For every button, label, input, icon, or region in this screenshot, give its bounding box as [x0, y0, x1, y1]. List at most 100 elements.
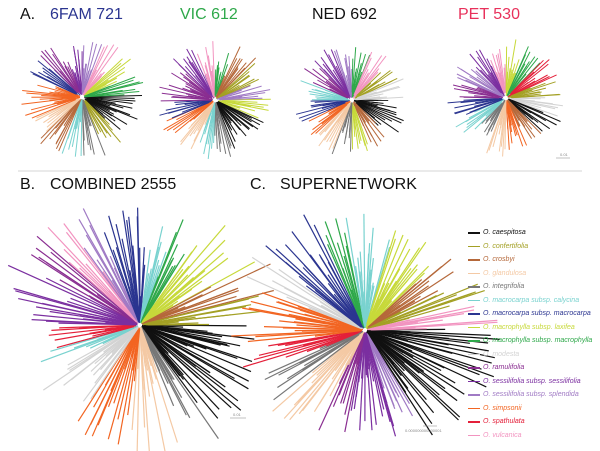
legend-label: O. macrocarpa subsp. calycina	[483, 296, 580, 304]
network-branch	[353, 100, 404, 122]
network-branch	[328, 104, 351, 151]
network-branch	[512, 74, 557, 96]
network-branch	[343, 71, 351, 96]
network-branch	[35, 98, 79, 122]
network-branch	[35, 247, 137, 323]
network-branch	[112, 249, 140, 321]
network-branch	[368, 336, 414, 417]
network-branch	[509, 87, 547, 98]
legend-label: O. spathulata	[483, 418, 525, 426]
network-branch	[486, 104, 505, 154]
network-branch	[179, 72, 210, 96]
network-branch	[352, 107, 356, 137]
network-branch	[351, 47, 357, 98]
network-branch	[59, 324, 133, 329]
network-branch	[220, 100, 269, 111]
network-branch	[159, 101, 208, 116]
tree-vic-612	[159, 41, 271, 159]
network-branch	[513, 98, 559, 109]
network-branch	[143, 325, 221, 346]
network-branch	[140, 264, 146, 318]
network-branch	[185, 85, 212, 99]
network-branch	[215, 67, 220, 95]
legend-swatch	[468, 421, 480, 423]
network-branch	[355, 104, 385, 138]
network-branch	[506, 39, 517, 91]
network-branch	[215, 58, 238, 98]
network-branch	[216, 71, 250, 100]
network-branch	[220, 95, 259, 101]
network-branch	[246, 276, 363, 330]
network-branch	[180, 105, 211, 143]
network-branch	[258, 331, 358, 356]
network-branch	[480, 69, 503, 94]
network-branch	[319, 94, 346, 100]
network-branch	[79, 314, 135, 325]
network-branch	[84, 100, 121, 143]
network-branch	[370, 334, 440, 396]
network-branch	[173, 58, 211, 96]
network-branch	[332, 335, 364, 407]
network-branch	[186, 48, 213, 96]
network-branch	[363, 213, 366, 328]
network-branch	[512, 100, 561, 122]
network-branch	[273, 334, 360, 401]
network-branch	[86, 58, 123, 93]
network-branch	[366, 238, 396, 323]
network-branch	[215, 71, 222, 94]
network-branch	[218, 57, 257, 97]
network-branch	[325, 234, 364, 326]
network-branch	[370, 332, 445, 369]
network-branch	[58, 98, 82, 152]
network-branch	[345, 103, 352, 139]
network-branch	[512, 99, 558, 117]
scale-bars	[230, 157, 570, 427]
network-branch	[315, 89, 348, 100]
network-branch	[474, 95, 500, 98]
network-branch	[354, 104, 382, 142]
legend-item: O. ramulifolia	[468, 361, 598, 375]
network-branch	[356, 78, 404, 99]
network-branch	[141, 245, 198, 323]
network-branch	[84, 62, 122, 95]
network-branch	[463, 97, 499, 101]
network-branch	[510, 91, 542, 98]
network-branch	[70, 297, 137, 325]
network-branch	[505, 56, 510, 96]
network-branch	[107, 329, 139, 408]
network-branch	[353, 101, 376, 124]
legend-swatch	[468, 407, 480, 409]
network-branch	[345, 334, 363, 366]
network-branch	[85, 66, 101, 91]
network-branch	[368, 280, 430, 328]
network-branch	[88, 100, 115, 115]
legend-swatch	[468, 272, 480, 274]
network-branch	[40, 102, 78, 145]
network-branch	[353, 51, 373, 96]
network-branch	[181, 101, 211, 113]
network-branch	[38, 256, 136, 323]
network-branch	[507, 100, 528, 124]
legend-label: O. caespitosa	[483, 229, 526, 237]
network-branch	[63, 100, 81, 126]
network-branch	[513, 97, 541, 100]
network-branch	[508, 59, 520, 91]
network-branch	[87, 97, 133, 104]
network-branch	[86, 58, 131, 94]
network-branch	[30, 71, 76, 95]
network-branch	[329, 103, 351, 142]
network-branch	[344, 232, 364, 323]
network-branch	[145, 290, 239, 324]
network-branch	[474, 99, 501, 107]
network-branch	[42, 70, 77, 94]
network-branch	[81, 100, 85, 156]
legend-item: O. simpsonii	[468, 402, 598, 416]
legend-label: O. macrophylla subsp. laxifea	[483, 323, 575, 331]
network-branch	[320, 256, 363, 327]
network-branch	[285, 261, 360, 326]
network-branch	[132, 245, 141, 321]
scale-label-c: 0.000000000000001	[405, 428, 442, 433]
network-branch	[144, 330, 198, 404]
network-branch	[278, 268, 362, 329]
legend-label: O. simpsonii	[483, 404, 522, 412]
